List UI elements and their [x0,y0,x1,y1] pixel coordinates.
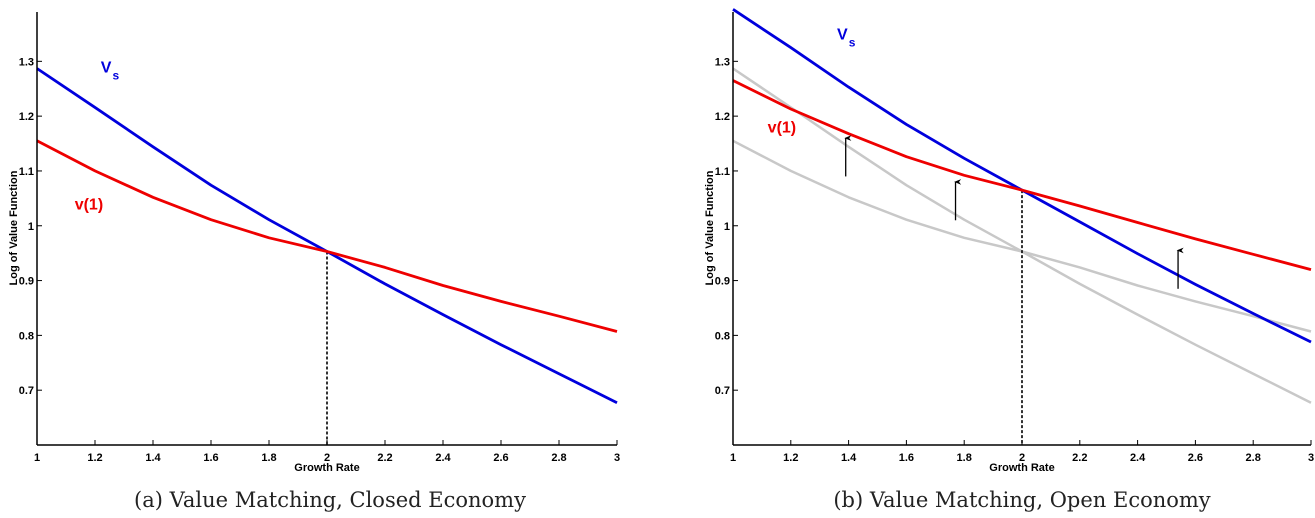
x-tick-label: 2.8 [1246,452,1261,464]
x-tick-label: 1.8 [957,452,972,464]
x-tick-label: 2.6 [1188,452,1203,464]
chart-panel-open-economy: 1 1.2 1.4 1.6 1.8 2 2.2 2.4 2.6 2.8 3 0.7 0.8 0.9 1 1.1… [704,8,1314,512]
x-tick-label: 1.8 [261,452,276,464]
x-tick-label: 2 [1019,452,1025,464]
v1-curve-label: v(1) [75,196,103,213]
y-tick-label: 1.1 [715,166,730,178]
y-tick-label: 1.3 [715,56,730,68]
x-tick-label: 3 [1308,452,1314,464]
tick-layer: 1 1.2 1.4 1.6 1.8 2 2.2 2.4 2.6 2.8 3 0.7 0.8 0.9 1 1.1… [715,56,1314,464]
y-axis-label: Log of Value Function [704,170,716,285]
x-tick-label: 1 [34,452,40,464]
v1-line [732,79,1312,271]
x-tick-label: 1.4 [841,452,857,464]
y-tick-label: 0.9 [19,276,34,288]
axes [36,12,617,446]
x-tick-label: 2.4 [1130,452,1146,464]
series-layer [36,67,618,405]
v1-curve-label: v(1) [768,120,796,137]
x-tick-label: 1.6 [203,452,218,464]
x-tick-label: 2.2 [1072,452,1087,464]
chart-panel-closed-economy: 1 1.2 1.4 1.6 1.8 2 2.2 2.4 2.6 2.8 3 0.7 0.8 0.9 1 1.1… [8,12,620,512]
y-tick-label: 1.2 [715,111,730,123]
axes [732,12,1311,446]
vs-curve-label-subscript: s [112,68,119,82]
y-tick-label: 0.8 [19,330,34,342]
series-label-layer: Vs v(1) [75,59,120,213]
y-tick-label: 1.2 [19,111,34,123]
x-tick-label: 2.2 [377,452,392,464]
x-tick-label: 1.4 [145,452,161,464]
figure-caption: (b) Value Matching, Open Economy [833,488,1210,512]
series-layer [732,8,1312,344]
x-tick-label: 2.4 [435,452,451,464]
y-axis-label: Log of Value Function [8,170,20,285]
y-tick-label: 0.8 [715,330,730,342]
y-tick-label: 0.7 [715,385,730,397]
y-tick-label: 0.9 [715,276,730,288]
x-tick-label: 1.2 [783,452,798,464]
vs-curve-label: Vs [101,59,120,82]
vs-curve-label-subscript: s [849,35,856,49]
x-axis-label: Growth Rate [989,462,1054,474]
y-tick-label: 1 [28,221,34,233]
x-tick-label: 1.2 [87,452,102,464]
x-axis-label: Growth Rate [294,462,359,474]
vs-curve-label: Vs [837,26,856,49]
x-tick-label: 2 [324,452,330,464]
y-tick-label: 1 [724,221,730,233]
v1-line [36,139,618,333]
x-tick-label: 1.6 [899,452,914,464]
y-tick-label: 1.1 [19,166,34,178]
x-tick-label: 2.6 [493,452,508,464]
x-tick-label: 1 [730,452,736,464]
tick-layer: 1 1.2 1.4 1.6 1.8 2 2.2 2.4 2.6 2.8 3 0.7 0.8 0.9 1 1.1… [19,56,620,464]
figure-caption: (a) Value Matching, Closed Economy [134,488,526,512]
y-tick-label: 0.7 [19,385,34,397]
x-tick-label: 2.8 [551,452,566,464]
arrow-layer [844,135,1184,289]
x-tick-label: 3 [614,452,620,464]
y-tick-label: 1.3 [19,56,34,68]
